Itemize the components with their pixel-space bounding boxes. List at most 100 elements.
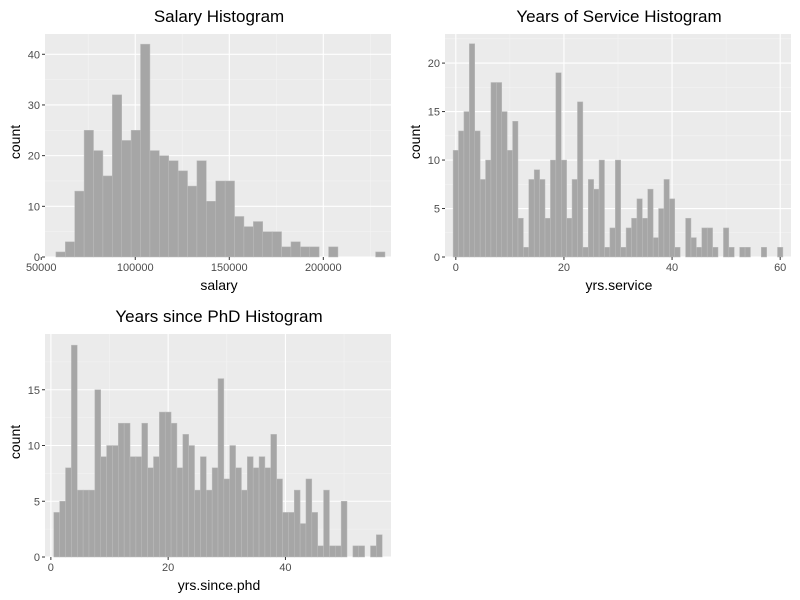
histogram-bar [262, 231, 273, 258]
histogram-bar [323, 489, 330, 558]
histogram-bar [305, 478, 313, 558]
histogram-bar [340, 501, 348, 558]
histogram-bar [452, 150, 459, 258]
y-axis-title: count [7, 125, 23, 159]
histogram-bar [224, 180, 235, 258]
histogram-bar [533, 169, 540, 258]
histogram-bar [159, 411, 166, 558]
histogram-bar [282, 512, 289, 558]
histogram-bar [528, 179, 535, 258]
histogram-bar [777, 247, 784, 258]
y-axis-title: count [7, 425, 23, 459]
histogram-bar [647, 188, 654, 258]
histogram-bar [217, 378, 225, 558]
histogram-bar [566, 217, 573, 258]
histogram-bar [135, 456, 143, 558]
y-tick-label: 20 [428, 58, 440, 70]
histogram-bar [604, 247, 611, 258]
salary-histogram-panel: 50000 100000 150000 200000 0 10 20 30 40 Salary … [7, 7, 391, 293]
histogram-bar [496, 82, 503, 258]
x-axis-title: salary [200, 277, 237, 293]
histogram-bar [658, 208, 665, 258]
histogram-bar [247, 456, 254, 558]
histogram-bar [309, 246, 320, 258]
histogram-bar [490, 82, 497, 258]
histogram-bar [544, 217, 551, 258]
histogram-bar [328, 246, 339, 258]
histogram-bar [517, 217, 524, 258]
x-tick-label: 20 [558, 262, 570, 274]
histogram-bar [112, 94, 122, 258]
histogram-bar [696, 247, 703, 258]
x-tick-label: 40 [279, 562, 291, 574]
histogram-bar [234, 216, 245, 258]
histogram-bar [281, 246, 292, 258]
histogram-bar [182, 434, 189, 558]
histogram-bar [106, 445, 113, 558]
histogram-bar [102, 175, 113, 258]
y-tick-label: 15 [28, 385, 40, 397]
histogram-bar [609, 227, 616, 258]
histogram-bar [200, 456, 207, 558]
y-tick-label: 20 [28, 151, 40, 163]
x-tick-label: 60 [774, 262, 786, 274]
histogram-bar [235, 467, 242, 558]
histogram-bar [112, 445, 119, 558]
histogram-bar [55, 251, 66, 258]
histogram-bar [176, 467, 184, 558]
years-of-service-histogram-panel: 0 20 40 60 0 5 10 15 20 Years of Service Histogr… [407, 7, 791, 293]
histogram-bar [539, 179, 546, 258]
y-axis-title: count [407, 125, 423, 159]
histogram-bar [130, 130, 141, 258]
histogram-bar [701, 227, 708, 258]
histogram-bar [65, 467, 72, 558]
histogram-bar [560, 159, 567, 258]
histogram-bar [555, 72, 562, 258]
histogram-bar [149, 150, 160, 258]
histogram-bar [685, 217, 692, 258]
histogram-bar [293, 489, 301, 558]
histogram-bar [223, 478, 230, 558]
histogram-bar [463, 111, 470, 258]
y-tick-label: 40 [28, 49, 40, 61]
histogram-bar [100, 456, 107, 558]
histogram-bar [211, 467, 219, 558]
x-tick-label: 100000 [117, 262, 154, 274]
histogram-bar [663, 179, 670, 258]
histogram-bar [761, 247, 767, 258]
histogram-bar [479, 179, 486, 258]
histogram-bar [288, 512, 295, 558]
histogram-bar [196, 160, 207, 258]
x-tick-label: 150000 [211, 262, 248, 274]
histogram-bar [652, 237, 659, 258]
chart-title: Salary Histogram [154, 7, 284, 26]
histogram-bar [582, 247, 589, 258]
y-tick-label: 10 [28, 441, 40, 453]
histogram-bar [264, 467, 272, 558]
plot-area: 50000 100000 150000 200000 0 10 20 30 40 [26, 34, 391, 274]
histogram-bar [550, 159, 557, 258]
histogram-bar [706, 227, 713, 258]
y-tick-label: 0 [34, 252, 40, 264]
histogram-bar [121, 140, 132, 258]
histogram-bar [153, 456, 160, 558]
y-tick-label: 10 [28, 201, 40, 213]
histogram-bar [458, 130, 465, 258]
histogram-bar [252, 467, 260, 558]
histogram-bar [744, 247, 751, 258]
histogram-bar [469, 43, 475, 258]
histogram-bar [88, 489, 96, 558]
histogram-bar [329, 545, 336, 558]
histogram-bar [65, 241, 75, 258]
x-axis-title: yrs.since.phd [178, 577, 260, 593]
y-tick-label: 0 [434, 252, 440, 264]
years-since-phd-histogram-panel: 0 20 40 0 5 10 15 Years since PhD Histogram yr… [7, 307, 391, 593]
histogram-bar [74, 190, 85, 258]
histogram-bar [512, 121, 519, 258]
x-tick-label: 0 [453, 262, 459, 274]
histogram-bar [187, 185, 198, 258]
x-tick-label: 40 [666, 262, 678, 274]
y-tick-label: 10 [428, 155, 440, 167]
histogram-bar [300, 246, 311, 258]
